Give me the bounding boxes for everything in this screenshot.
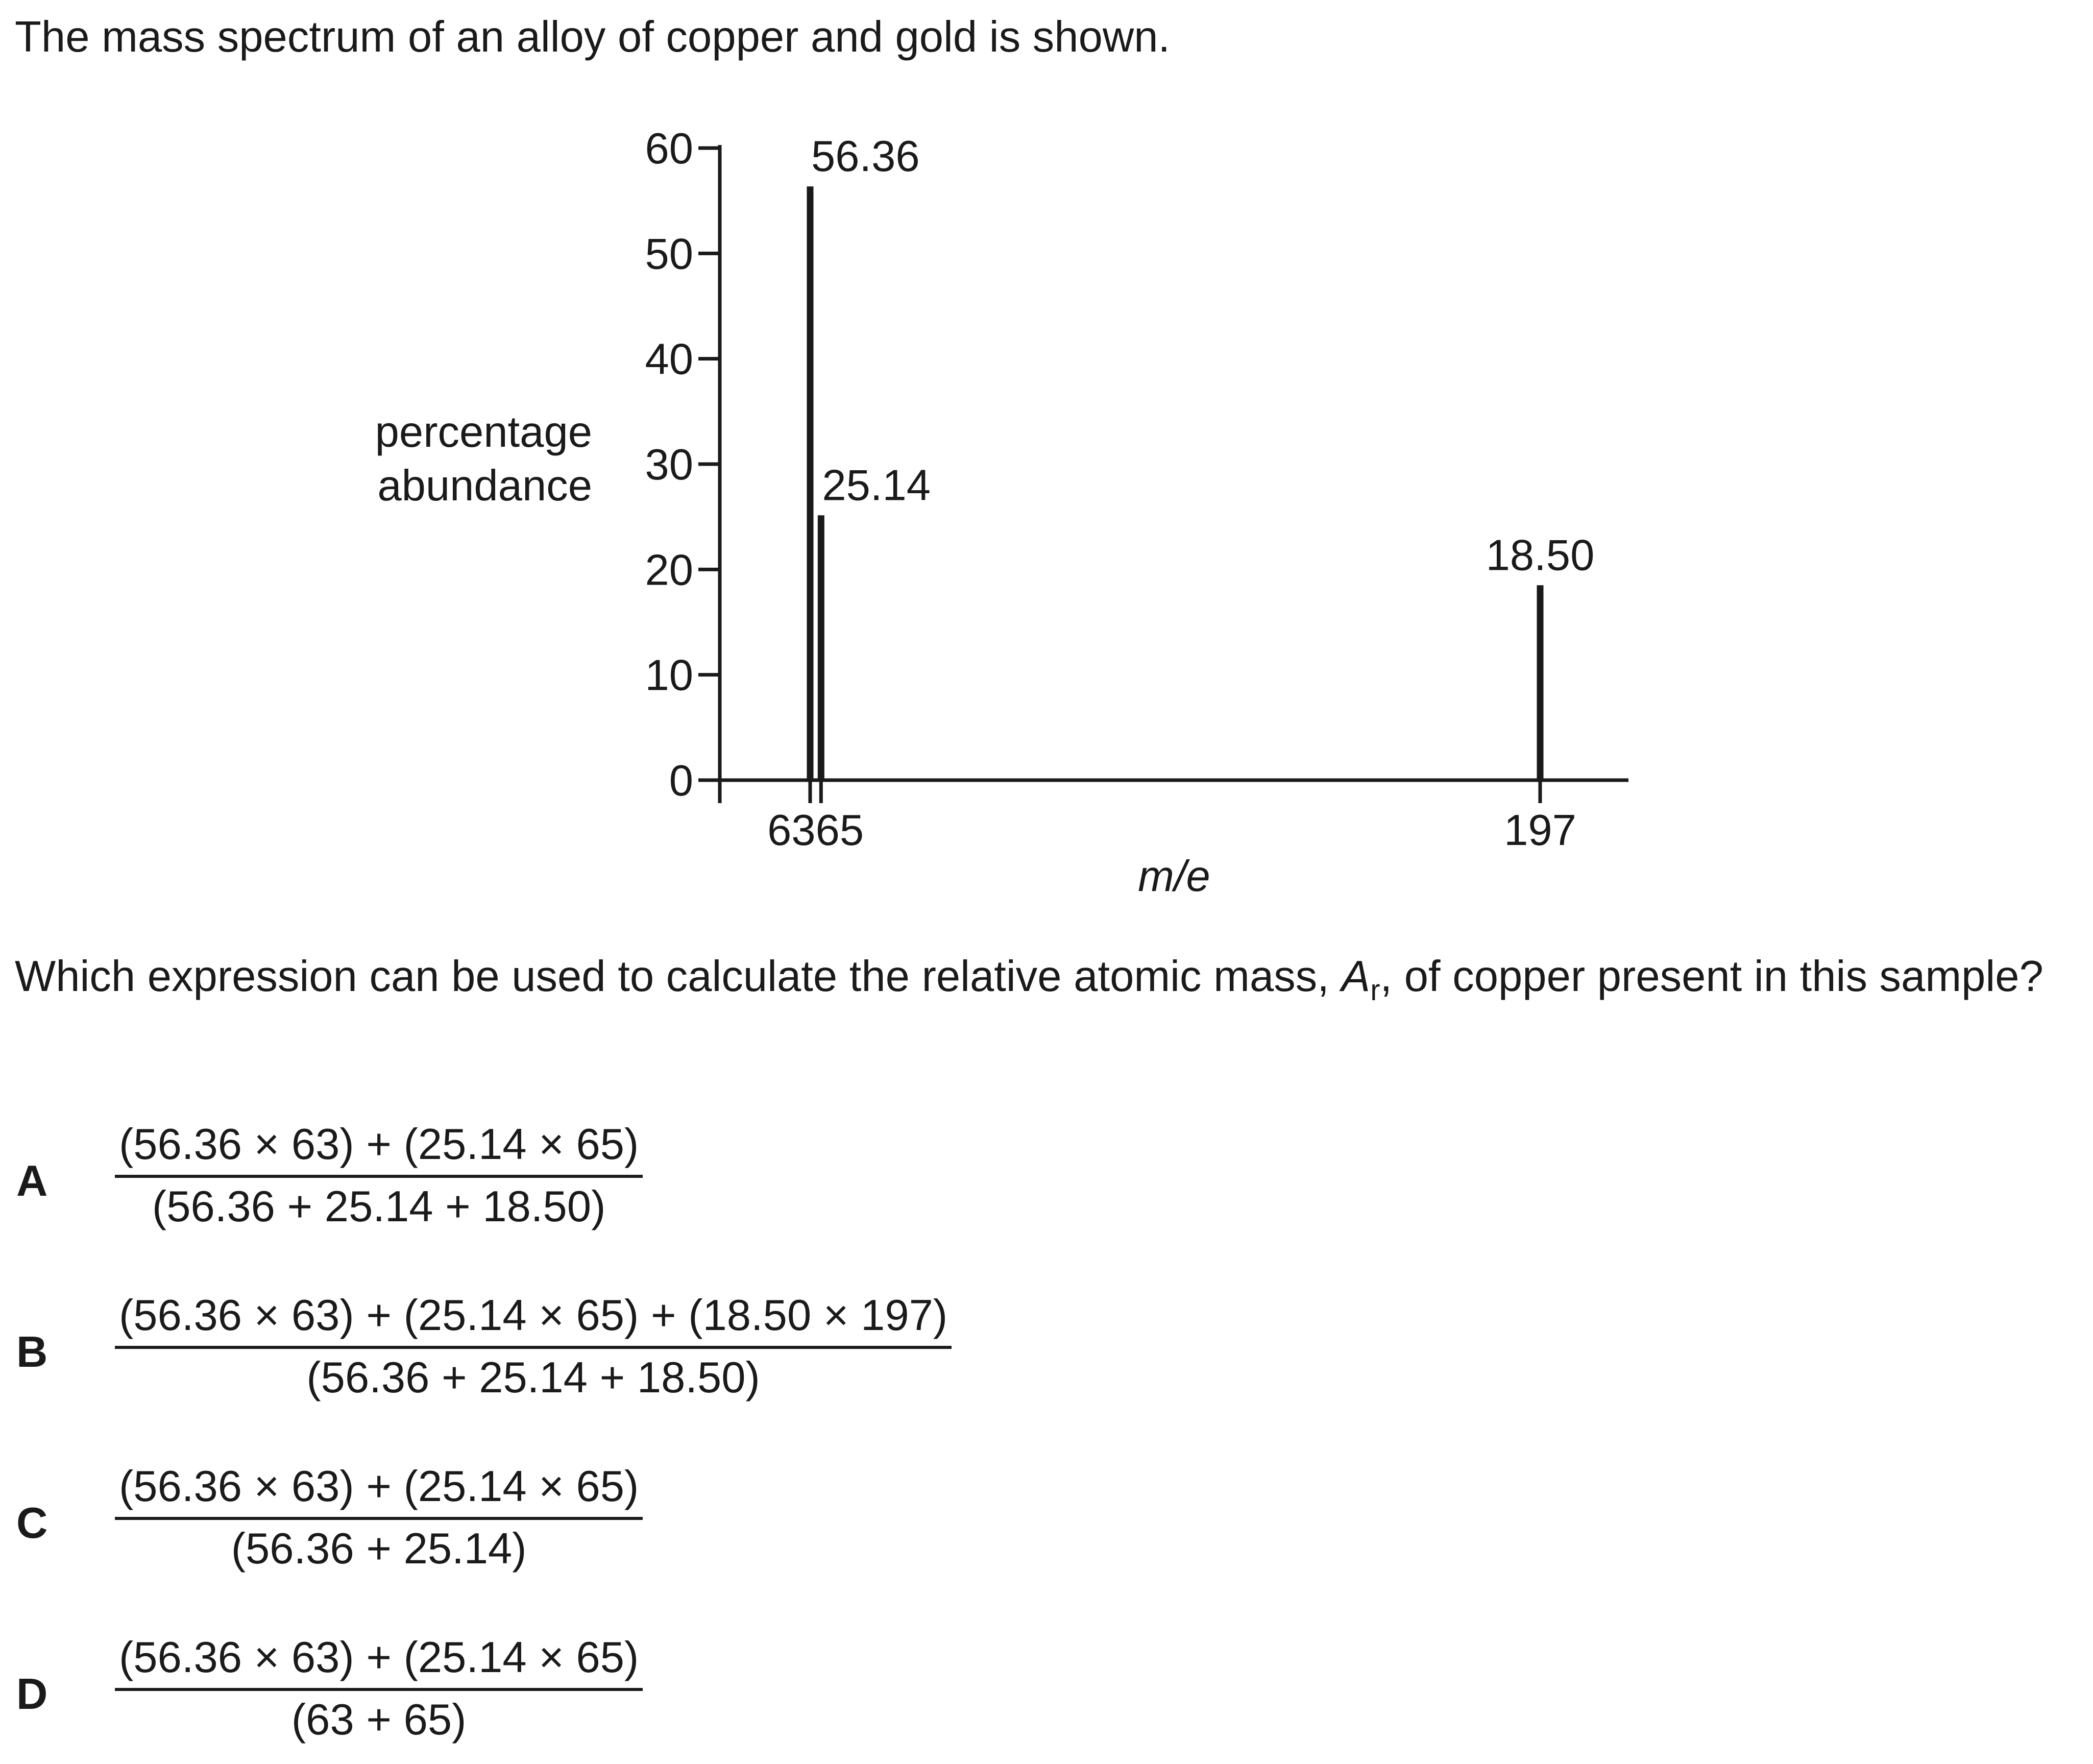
peaks xyxy=(807,186,1544,780)
y-tick-label-10: 10 xyxy=(645,651,693,700)
question-before: Which expression can be used to calculat… xyxy=(15,952,1342,1001)
x-tick-label-197: 197 xyxy=(1504,806,1576,855)
option-c-numerator: (56.36 × 63) + (25.14 × 65) xyxy=(119,1462,639,1511)
option-a-expression[interactable]: (56.36 × 63) + (25.14 × 65) (56.36 + 25.… xyxy=(115,1121,643,1230)
x-ticks: 63 65 197 xyxy=(767,780,1576,855)
mass-spectrum-chart: 0 10 20 30 40 50 60 63 65 197 56.36 25.14 18.50 pe… xyxy=(375,125,1628,901)
option-b-denominator: (56.36 + 25.14 + 18.50) xyxy=(306,1353,760,1402)
question-text: Which expression can be used to calculat… xyxy=(15,950,2077,1009)
y-axis-label-line-1: percentage xyxy=(375,408,592,456)
data-label-197: 18.50 xyxy=(1486,531,1595,579)
ar-subscript: r xyxy=(1370,974,1380,1007)
intro-text: The mass spectrum of an alloy of copper … xyxy=(15,13,1171,61)
option-d-denominator: (63 + 65) xyxy=(291,1695,467,1744)
y-tick-label-30: 30 xyxy=(645,441,693,489)
fraction-bar xyxy=(115,1174,643,1178)
option-d-expression[interactable]: (56.36 × 63) + (25.14 × 65) (63 + 65) xyxy=(115,1634,643,1744)
data-labels: 56.36 25.14 18.50 xyxy=(811,132,1594,579)
x-axis-label: m/e xyxy=(1138,852,1210,901)
fraction-bar xyxy=(115,1345,952,1349)
option-b-expression[interactable]: (56.36 × 63) + (25.14 × 65) + (18.50 × 1… xyxy=(115,1292,952,1401)
y-ticks: 0 10 20 30 40 50 60 xyxy=(645,125,720,805)
data-label-65: 25.14 xyxy=(822,461,931,510)
option-d-letter[interactable]: D xyxy=(16,1670,48,1719)
fraction-bar xyxy=(115,1516,643,1520)
option-b-numerator: (56.36 × 63) + (25.14 × 65) + (18.50 × 1… xyxy=(119,1291,948,1340)
x-tick-label-65: 65 xyxy=(816,806,864,855)
data-label-63: 56.36 xyxy=(811,132,920,181)
option-c-letter[interactable]: C xyxy=(16,1499,48,1548)
fraction-bar xyxy=(115,1687,643,1691)
option-a-denominator: (56.36 + 25.14 + 18.50) xyxy=(152,1182,606,1231)
option-d-numerator: (56.36 × 63) + (25.14 × 65) xyxy=(119,1633,639,1682)
option-b-letter[interactable]: B xyxy=(16,1328,48,1376)
ar-symbol: A xyxy=(1341,952,1371,1001)
option-c-denominator: (56.36 + 25.14) xyxy=(231,1524,527,1573)
y-tick-label-40: 40 xyxy=(645,335,693,384)
y-tick-label-20: 20 xyxy=(645,546,693,594)
y-axis-label-line-2: abundance xyxy=(377,462,592,510)
option-c-expression[interactable]: (56.36 × 63) + (25.14 × 65) (56.36 + 25.… xyxy=(115,1463,643,1573)
y-tick-label-50: 50 xyxy=(645,230,693,278)
option-a-letter[interactable]: A xyxy=(16,1157,48,1205)
y-tick-label-60: 60 xyxy=(645,125,693,173)
option-a-numerator: (56.36 × 63) + (25.14 × 65) xyxy=(119,1120,639,1169)
y-tick-label-0: 0 xyxy=(669,757,693,805)
question-after: , of copper present in this sample? xyxy=(1380,952,2043,1001)
x-tick-label-63: 63 xyxy=(767,806,816,855)
